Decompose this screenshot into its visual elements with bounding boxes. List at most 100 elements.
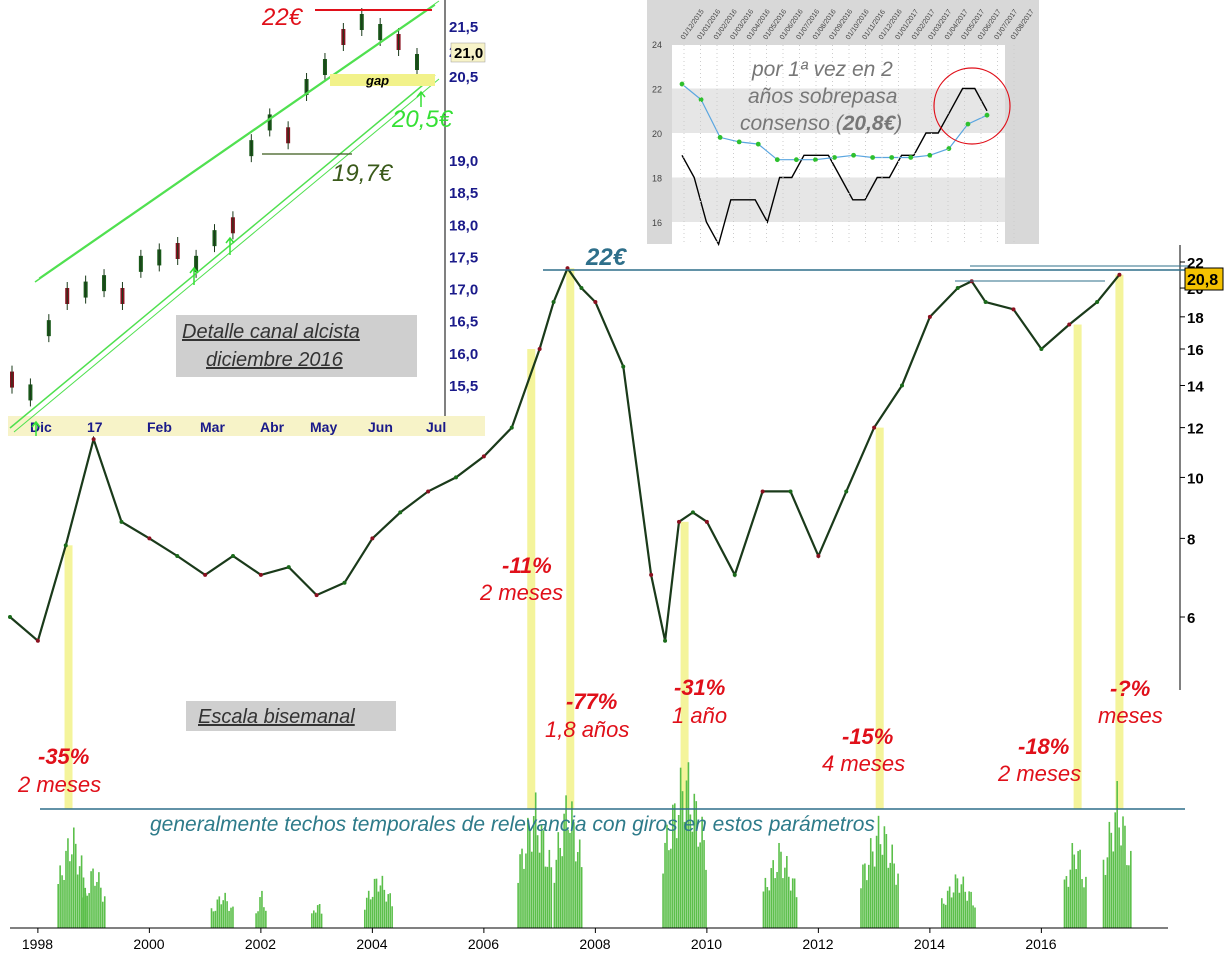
volume-bar-0 <box>57 884 59 928</box>
price-point-41 <box>1011 307 1016 312</box>
volume-bar-180 <box>1067 886 1070 928</box>
volume-bar-164 <box>948 886 951 928</box>
volume-bar-194 <box>1110 832 1113 928</box>
volume-bar-8 <box>72 827 75 928</box>
y-tick-18: 18 <box>1187 310 1204 327</box>
inset2-note-2: años sobrepasa <box>748 85 897 108</box>
price-point-11 <box>314 593 319 598</box>
price-point-16 <box>454 475 458 480</box>
volume-bar-3 <box>63 879 65 928</box>
price-point-27 <box>677 519 681 524</box>
volume-bar-176 <box>972 905 974 928</box>
x-tick-2008: 2008 <box>579 936 610 952</box>
volume-bar-131 <box>780 851 782 928</box>
volume-bar-40 <box>257 911 259 928</box>
ann-6-pct: -18% <box>1018 734 1069 759</box>
inset1-y-tick-19,0: 19,0 <box>449 153 478 170</box>
volume-bar-95 <box>575 861 577 928</box>
volume-bar-42 <box>261 890 263 928</box>
volume-bar-157 <box>893 863 895 928</box>
inset1-x-tick-Feb: Feb <box>147 419 172 435</box>
inset2-consensus-point-1 <box>698 97 704 103</box>
volume-bar-91 <box>567 829 569 928</box>
volume-bar-26 <box>103 896 106 928</box>
inset2-consensus-point-6 <box>793 157 799 163</box>
volume-bar-121 <box>705 869 707 928</box>
volume-bar-6 <box>69 861 71 928</box>
volume-bar-140 <box>860 888 862 928</box>
inset2-consensus-point-0 <box>679 81 685 87</box>
volume-bar-21 <box>94 885 96 928</box>
volume-bar-110 <box>683 821 686 928</box>
volume-bar-68 <box>521 848 523 928</box>
price-point-22 <box>579 286 584 291</box>
volume-bar-96 <box>576 852 579 928</box>
ann-2-pct: -11% <box>502 553 552 578</box>
volume-bar-165 <box>950 897 953 928</box>
inset-channel: 15,5 16,0 16,5 17,0 17,5 18,0 18,5 19,0 20,5 21,0… <box>8 0 486 436</box>
volume-bar-24 <box>100 887 102 928</box>
x-tick-2016: 2016 <box>1025 936 1056 952</box>
volume-bar-143 <box>866 880 868 928</box>
volume-bar-62 <box>385 901 388 928</box>
volume-bar-50 <box>320 913 323 928</box>
volume-bar-196 <box>1114 812 1117 928</box>
price-point-9 <box>258 572 263 577</box>
volume-bar-156 <box>891 844 894 928</box>
volume-bar-167 <box>954 874 957 928</box>
volume-bar-19 <box>90 871 92 928</box>
volume-bar-83 <box>550 867 553 928</box>
volume-bar-56 <box>373 878 376 928</box>
y-tick-10: 10 <box>1187 470 1204 487</box>
volume-bar-171 <box>962 876 965 928</box>
volume-bar-182 <box>1071 843 1074 928</box>
inset2-y-tick-16: 16 <box>652 218 662 228</box>
price-point-38 <box>955 286 960 291</box>
volume-bar-198 <box>1118 827 1120 928</box>
volume-bar-203 <box>1128 865 1130 928</box>
volume-bar-151 <box>881 854 884 928</box>
volume-bar-189 <box>1085 876 1087 928</box>
volume-bar-190 <box>1102 859 1105 928</box>
volume-bar-51 <box>364 909 366 928</box>
volume-bar-57 <box>375 878 378 928</box>
volume-bar-30 <box>216 899 219 928</box>
volume-bar-87 <box>559 847 562 928</box>
highlight-bar-6 <box>1115 274 1124 809</box>
volume-bar-152 <box>883 826 886 928</box>
x-tick-2006: 2006 <box>468 936 499 952</box>
inset1-x-tick-May: May <box>310 419 337 435</box>
volume-bar-102 <box>668 850 670 928</box>
volume-bar-150 <box>879 844 882 928</box>
volume-bar-200 <box>1122 816 1124 928</box>
inset-support-label: 20,5€ <box>391 106 454 133</box>
volume-bar-78 <box>540 824 543 928</box>
scale-label: Escala bisemanal <box>198 706 355 728</box>
volume-bar-79 <box>542 830 545 928</box>
volume-bar-179 <box>1065 876 1068 928</box>
volume-bar-100 <box>664 842 666 928</box>
price-point-7 <box>203 572 208 577</box>
volume-bar-46 <box>313 910 315 928</box>
price-point-4 <box>119 519 124 524</box>
volume-bar-122 <box>762 891 765 928</box>
volume-bar-149 <box>877 815 880 928</box>
volume-bar-75 <box>534 792 537 928</box>
volume-bar-159 <box>897 873 899 928</box>
inset1-y-tick-20,5: 20,5 <box>449 69 478 86</box>
x-tick-2014: 2014 <box>914 936 945 952</box>
ann-5-dur: 4 meses <box>822 751 905 776</box>
volume-bar-138 <box>793 878 796 928</box>
price-point-43 <box>1067 322 1072 327</box>
volume-bar-92 <box>569 832 571 928</box>
volume-bar-115 <box>693 793 696 928</box>
volume-bar-135 <box>787 876 790 928</box>
volume-bar-33 <box>222 900 225 928</box>
volume-bar-116 <box>695 801 698 928</box>
volume-bar-113 <box>689 814 692 928</box>
volume-bar-134 <box>786 856 788 928</box>
inset-current-label: 21,0 <box>454 45 483 62</box>
inset-top-label: 22€ <box>261 4 304 31</box>
volume-bar-47 <box>314 912 317 928</box>
volume-bar-103 <box>670 848 672 928</box>
